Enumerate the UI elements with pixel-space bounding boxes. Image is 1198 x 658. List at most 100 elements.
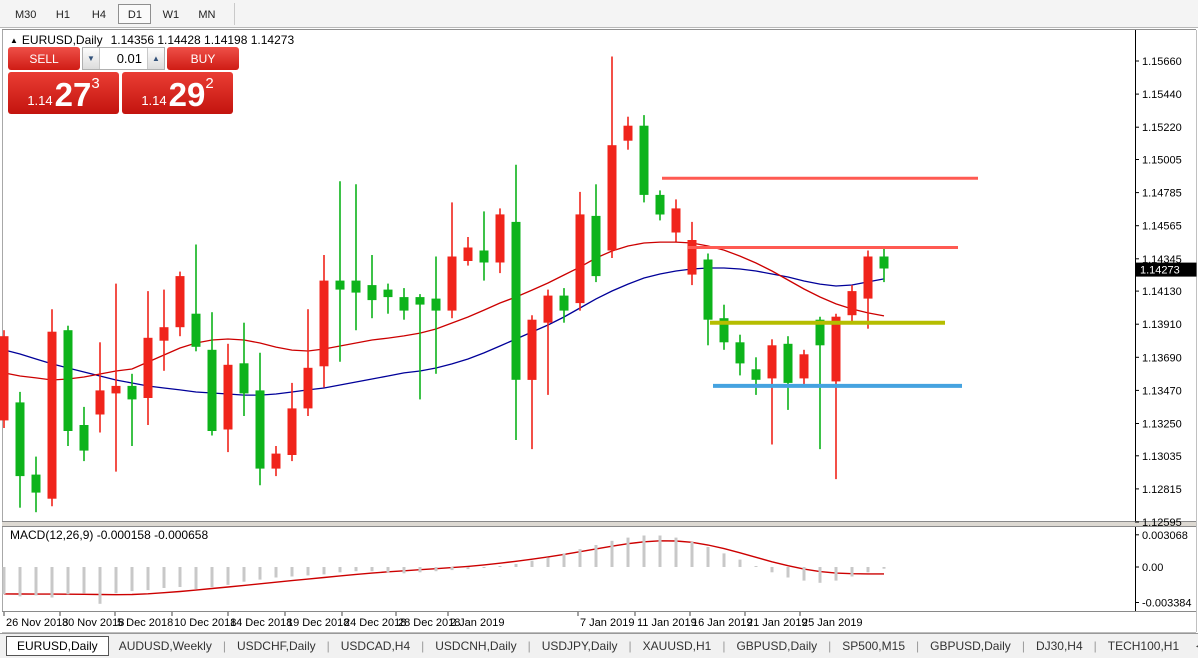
candle-body (207, 349, 217, 431)
candle-body (815, 319, 825, 346)
buy-price-big: 29 (168, 76, 206, 113)
candle-body (719, 318, 729, 343)
symbol-name: EURUSD,Daily (21, 33, 103, 47)
candle-body (271, 453, 281, 469)
svg-text:1.13910: 1.13910 (1142, 319, 1182, 331)
svg-text:2 Jan 2019: 2 Jan 2019 (450, 617, 504, 629)
tab-separator: | (916, 639, 920, 653)
candle-body (415, 297, 425, 305)
macd-pane: 0.003068 0.00 -0.003384 (2, 530, 1192, 610)
candle-body (527, 319, 537, 380)
candle-body (703, 259, 713, 320)
chart-tab-dj30-h4[interactable]: DJ30,H4 (1035, 639, 1083, 653)
candle-body (303, 367, 313, 409)
chart-tab-xauusd-h1[interactable]: XAUUSD,H1 (642, 639, 712, 653)
candle-body (447, 256, 457, 311)
candle-body (591, 215, 601, 277)
horizontal-lines (662, 176, 978, 388)
chart-tab-bar: EURUSD,Daily AUDUSD,Weekly | USDCHF,Daily | U… (0, 633, 1198, 658)
timeframe-button-h4[interactable]: H4 (82, 4, 115, 24)
candle-body (783, 343, 793, 383)
svg-text:0.003068: 0.003068 (1142, 530, 1188, 542)
candle-body (495, 214, 505, 263)
timeframe-button-m30[interactable]: M30 (8, 4, 43, 24)
chart-tab-sp500-m15[interactable]: SP500,M15 (842, 639, 905, 653)
candle-body (671, 208, 681, 233)
candle-body (79, 425, 89, 451)
sell-button[interactable]: SELL (8, 47, 80, 70)
svg-text:11 Jan 2019: 11 Jan 2019 (637, 617, 697, 629)
svg-text:1.15440: 1.15440 (1142, 89, 1182, 101)
svg-text:-0.003384: -0.003384 (1142, 598, 1192, 610)
chart-tab-usdjpy-daily[interactable]: USDJPY,Daily (541, 639, 618, 653)
sell-quote-panel[interactable]: 1.14 27 3 (8, 72, 119, 114)
candle-body (15, 402, 25, 477)
volume-decrease-icon[interactable]: ▼ (83, 48, 100, 69)
ohlc-values: 1.14356 1.14428 1.14198 1.14273 (110, 33, 295, 47)
chart-tab-gbpusd-daily[interactable]: GBPUSD,Daily (736, 639, 818, 653)
tab-scroll-left-icon[interactable]: ◄ (1189, 641, 1198, 651)
svg-text:1.12815: 1.12815 (1142, 484, 1182, 496)
volume-increase-icon[interactable]: ▲ (147, 48, 164, 69)
candle-body (639, 125, 649, 195)
one-click-trading-widget: SELL ▼ 0.01 ▲ BUY 1.14 27 3 1.14 29 2 (8, 47, 239, 114)
candle-body (735, 342, 745, 364)
timeframe-button-w1[interactable]: W1 (154, 4, 187, 24)
svg-text:1.14130: 1.14130 (1142, 286, 1182, 298)
svg-text:5 Dec 2018: 5 Dec 2018 (117, 617, 173, 629)
sell-price-big: 27 (54, 76, 92, 113)
toolbar-separator (234, 2, 236, 25)
chart-tab-usdcad-h4[interactable]: USDCAD,H4 (340, 639, 411, 653)
buy-price-sup: 2 (205, 75, 214, 92)
current-price-badge: 1.14273 (1135, 262, 1197, 277)
svg-text:1.13470: 1.13470 (1142, 385, 1182, 397)
tab-separator: | (326, 639, 330, 653)
svg-text:26 Nov 2018: 26 Nov 2018 (6, 617, 68, 629)
tab-separator: | (828, 639, 832, 653)
candle-body (655, 194, 665, 215)
candle-body (111, 385, 121, 394)
svg-text:1.13250: 1.13250 (1142, 419, 1182, 431)
buy-price-prefix: 1.14 (141, 93, 167, 108)
candle-body (127, 385, 137, 400)
candle-body (351, 280, 361, 293)
candle-body (607, 145, 617, 251)
candle-body (0, 336, 9, 421)
svg-text:25 Jan 2019: 25 Jan 2019 (802, 617, 863, 629)
candle-body (367, 285, 377, 301)
volume-input[interactable]: 0.01 (116, 51, 142, 66)
candle-body (575, 214, 585, 304)
candle-body (879, 256, 889, 269)
tab-separator: | (527, 639, 531, 653)
buy-quote-panel[interactable]: 1.14 29 2 (122, 72, 233, 114)
svg-text:1.13035: 1.13035 (1142, 451, 1182, 463)
chart-tab-gbpusd-daily[interactable]: GBPUSD,Daily (930, 639, 1011, 653)
candle-body (143, 337, 153, 398)
tab-separator: | (628, 639, 632, 653)
timeframe-button-mn[interactable]: MN (190, 4, 223, 24)
buy-button[interactable]: BUY (167, 47, 239, 70)
chart-tab-audusd-weekly[interactable]: AUDUSD,Weekly (118, 639, 212, 653)
volume-spinner: ▼ 0.01 ▲ (82, 47, 165, 70)
candle-body (511, 221, 521, 380)
candle-body (223, 364, 233, 430)
chart-tab-tech100-h1[interactable]: TECH100,H1 (1107, 639, 1180, 653)
tab-separator: | (1093, 639, 1097, 653)
chart-tab-eurusd-daily[interactable]: EURUSD,Daily (6, 636, 109, 656)
svg-text:14 Dec 2018: 14 Dec 2018 (230, 617, 292, 629)
symbol-ohlc-line: ▲ EURUSD,Daily 1.14356 1.14428 1.14198 1.1… (10, 33, 294, 47)
timeframe-button-h1[interactable]: H1 (46, 4, 79, 24)
chart-tab-usdchf-daily[interactable]: USDCHF,Daily (236, 639, 316, 653)
candle-body (543, 295, 553, 323)
candle-body (863, 256, 873, 299)
chart-tab-usdcnh-daily[interactable]: USDCNH,Daily (435, 639, 517, 653)
candle-body (751, 369, 761, 380)
svg-text:16 Jan 2019: 16 Jan 2019 (692, 617, 753, 629)
candle-body (479, 250, 489, 263)
timeframe-button-d1[interactable]: D1 (118, 3, 152, 24)
svg-text:1.15220: 1.15220 (1142, 122, 1182, 134)
candle-body (623, 125, 633, 141)
